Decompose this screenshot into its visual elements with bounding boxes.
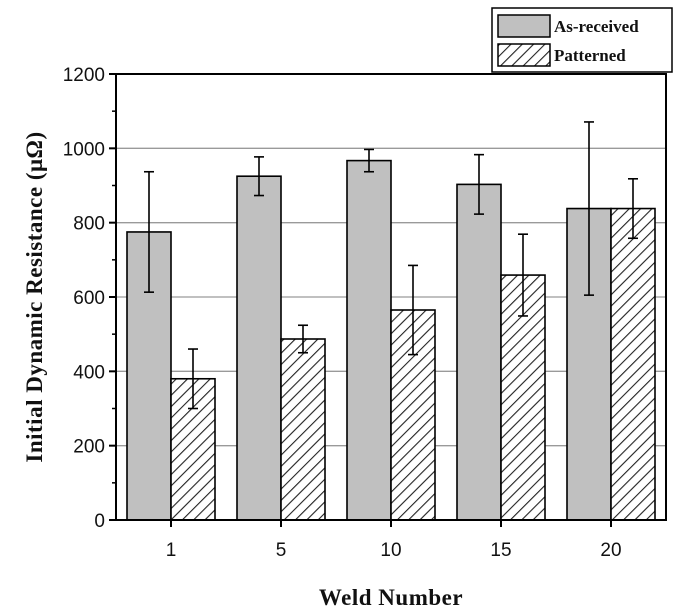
x-axis-ticks: 1 5 10 15 20 — [166, 520, 622, 561]
legend-swatch-patterned — [497, 43, 551, 67]
legend-swatch-as-received — [497, 14, 551, 38]
bar-as-received-5 — [236, 175, 282, 521]
legend-label-as-received: As-received — [554, 17, 639, 36]
x-tick-label: 20 — [600, 540, 621, 561]
y-tick-label: 200 — [73, 437, 105, 458]
bar-patterned-5 — [280, 338, 326, 521]
y-axis-title: Initial Dynamic Resistance (μΩ) — [22, 131, 47, 462]
x-tick-label: 1 — [166, 540, 177, 561]
y-tick-label: 400 — [73, 362, 105, 383]
legend: As-received Patterned — [491, 7, 673, 73]
x-tick-label: 10 — [380, 540, 401, 561]
y-tick-label: 0 — [94, 511, 105, 532]
y-tick-label: 1200 — [63, 65, 105, 86]
y-tick-label: 1000 — [63, 139, 105, 160]
bar-patterned-20 — [610, 207, 656, 521]
y-tick-label: 600 — [73, 288, 105, 309]
x-tick-label: 5 — [276, 540, 287, 561]
bars — [126, 159, 656, 521]
bar-as-received-15 — [456, 183, 502, 521]
y-axis-ticks: 0 200 400 600 800 1000 1200 — [63, 65, 116, 532]
legend-label-patterned: Patterned — [554, 46, 626, 65]
x-tick-label: 15 — [490, 540, 511, 561]
y-tick-label: 800 — [73, 214, 105, 235]
x-axis-title: Weld Number — [319, 585, 463, 610]
bar-as-received-10 — [346, 159, 392, 521]
error-bars — [144, 121, 638, 410]
